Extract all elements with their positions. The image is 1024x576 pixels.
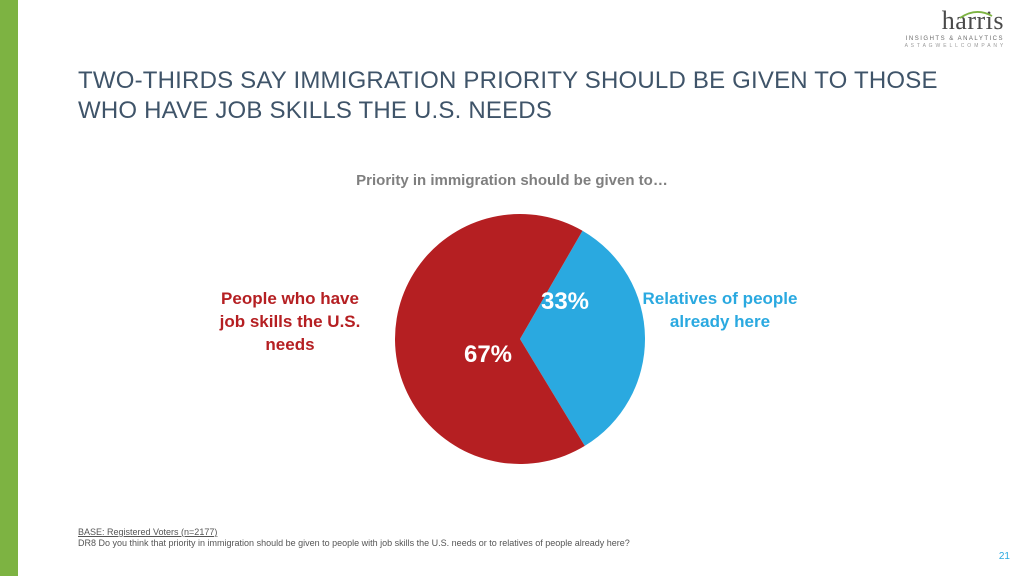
chart-title: Priority in immigration should be given … [0, 172, 1024, 189]
logo-swoosh-icon [958, 10, 994, 20]
logo-subtext: INSIGHTS & ANALYTICS [904, 36, 1004, 42]
footnote-question: DR8 Do you think that priority in immigr… [78, 538, 630, 550]
logo-subtext2: A S T A G W E L L C O M P A N Y [904, 43, 1004, 49]
pie-chart: 67% 33% People who have job skills the U.… [0, 208, 1024, 478]
pie-svg: 67% 33% [395, 214, 645, 464]
slide: harris INSIGHTS & ANALYTICS A S T A G W … [0, 0, 1024, 576]
page-number: 21 [999, 551, 1010, 562]
footnote-base: BASE: Registered Voters (n=2177) [78, 527, 630, 539]
footnote: BASE: Registered Voters (n=2177) DR8 Do … [78, 527, 630, 550]
slice-label-a: People who have job skills the U.S. need… [210, 288, 370, 357]
slide-title: TWO-THIRDS SAY IMMIGRATION PRIORITY SHOU… [78, 66, 948, 126]
pie-value-a: 67% [464, 341, 512, 368]
brand-logo: harris INSIGHTS & ANALYTICS A S T A G W … [904, 8, 1004, 49]
slice-label-b: Relatives of people already here [640, 288, 800, 334]
pie-value-b: 33% [541, 288, 589, 315]
